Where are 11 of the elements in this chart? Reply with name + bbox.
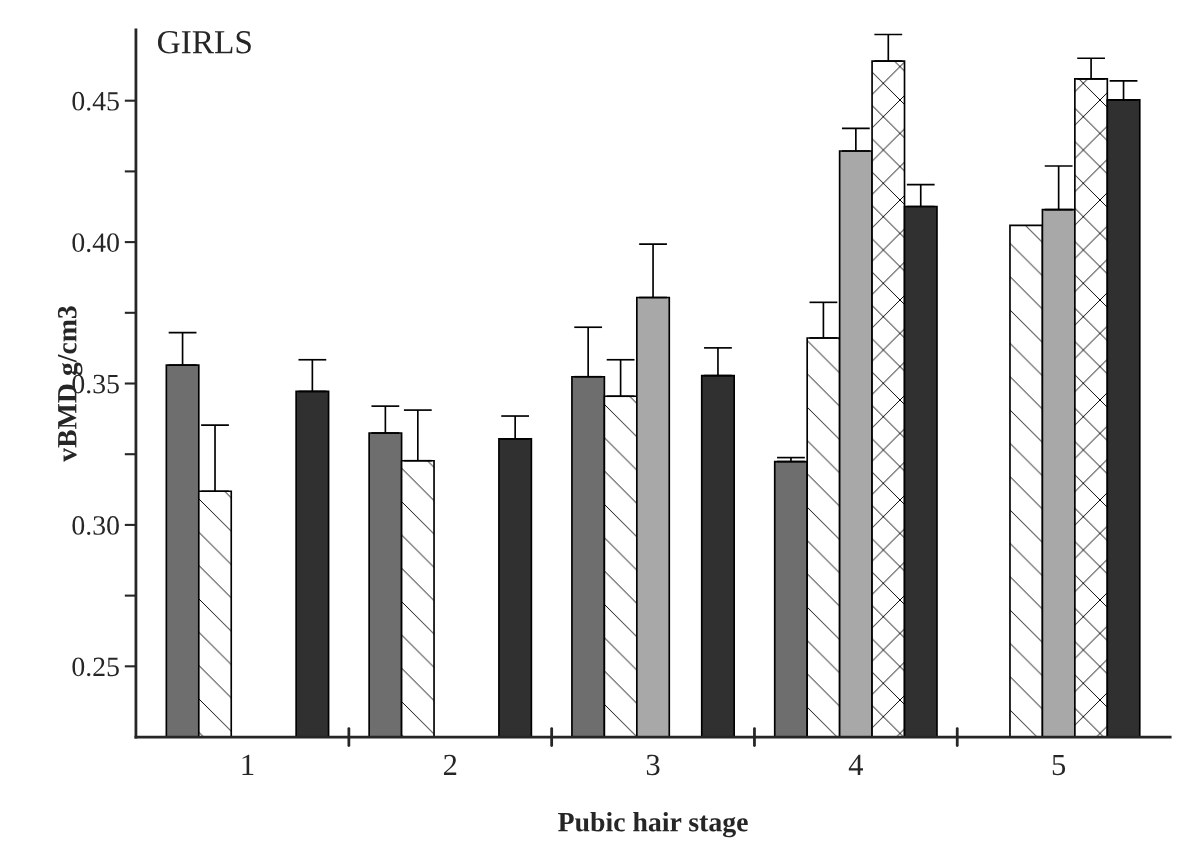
x-axis-title: Pubic hair stage — [558, 811, 748, 838]
y-tick-label: 0.45 — [72, 91, 119, 111]
x-tick-label: 2 — [443, 754, 457, 775]
y-tick-label: 0.40 — [72, 233, 119, 253]
y-tick-label: 0.25 — [72, 657, 119, 677]
x-tick-label: 1 — [242, 754, 254, 775]
y-tick-label: 0.30 — [72, 516, 119, 535]
x-tick-label: 5 — [1052, 754, 1066, 776]
chart-title: GIRLS — [157, 31, 251, 54]
x-tick-label: 4 — [848, 754, 864, 775]
x-tick-label: 3 — [646, 754, 660, 776]
